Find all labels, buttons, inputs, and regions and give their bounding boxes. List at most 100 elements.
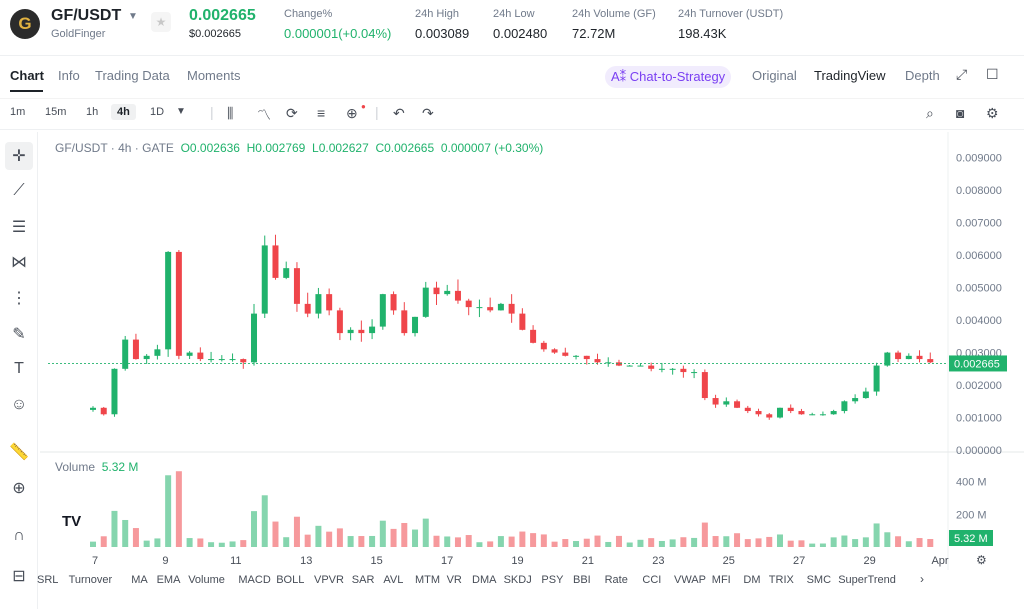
timeframe-4h[interactable]: 4h [111,104,136,120]
candle-body [422,287,429,317]
volume-bar [530,533,537,547]
indicator-bbi[interactable]: BBI [573,574,591,586]
candle-body [755,411,762,415]
volume-bar [444,536,451,547]
candle-body [132,339,139,360]
search-icon[interactable]: ⌕ [926,105,934,121]
indicator-ema[interactable]: EMA [156,574,181,586]
indicator-boll[interactable]: BOLL [276,574,305,586]
candle-type-icon[interactable]: ⫼ [227,105,234,121]
indicator-mfi[interactable]: MFI [711,574,731,586]
volume-bar [540,534,547,547]
candle-body [293,268,300,304]
volume-bar [637,539,644,547]
tab-chart[interactable]: Chart [10,68,44,83]
brush-icon[interactable]: ✎ [12,326,26,343]
volume-bar [422,518,429,547]
indicator-cci[interactable]: CCI [642,574,662,586]
candle-body [583,355,590,360]
candle-body [540,342,547,350]
chat-to-strategy-button[interactable]: A⁑ Chat-to-Strategy [605,66,732,88]
indicator-psy[interactable]: PSY [541,574,564,586]
timeframe-1h[interactable]: 1h [86,106,99,118]
volume-bar [573,541,580,547]
indicator-dma[interactable]: DMA [472,574,497,586]
indicator-avl[interactable]: AVL [383,574,404,586]
tab-trading-data[interactable]: Trading Data [95,68,170,83]
indicator-sar[interactable]: SAR [351,574,375,586]
templates-icon[interactable]: ≡ [317,105,326,121]
indicator-macd[interactable]: MACD [238,574,271,586]
tab-original[interactable]: Original [752,68,797,83]
indicator-supertrend[interactable]: SuperTrend [838,574,896,586]
chevron-right-icon[interactable]: › [920,572,924,586]
ruler-icon[interactable]: 📏 [9,444,29,461]
timeframe-1m[interactable]: 1m [10,106,26,118]
indicator-volume[interactable]: Volume [188,574,225,586]
volume-bar [691,537,698,547]
volume-bar [369,535,376,547]
candle-body [508,303,515,314]
x-tick-label: 17 [441,555,453,567]
stat-24h-volume: 24h Volume (GF) 72.72M [572,8,656,41]
indicator-srl[interactable]: SRL [37,574,59,586]
toolbar-divider: | [210,104,214,120]
add-plus-icon[interactable]: ⊕ [346,105,358,121]
volume-tick-label: 200 M [956,509,987,521]
tab-underline [10,90,43,92]
toolbar-divider: | [375,104,379,120]
star-icon[interactable]: ★ [151,12,171,32]
gear-icon[interactable]: ⚙ [986,105,999,121]
crosshair-icon[interactable]: ✛ [5,142,33,170]
indicator-turnover[interactable]: Turnover [68,574,113,586]
volume-bar [186,538,193,547]
indicator-mtm[interactable]: MTM [415,574,441,586]
volume-bar [412,529,419,547]
candle-body [487,307,494,311]
indicator-skdj[interactable]: SKDJ [503,574,532,586]
indicator-vr[interactable]: VR [446,574,462,586]
volume-legend: Volume 5.32 M [55,460,138,474]
emoji-icon[interactable]: ☺ [10,396,28,413]
indicator-smc[interactable]: SMC [806,574,832,586]
zoom-in-icon[interactable]: ⊕ [12,480,26,497]
tab-depth[interactable]: Depth [905,68,940,83]
redo-icon[interactable]: ↷ [422,105,434,121]
text-icon[interactable]: T [14,360,24,377]
candle-body [852,398,859,402]
price-tick-label: 0.000000 [956,445,1002,457]
axis-settings-icon[interactable]: ⚙ [976,553,987,567]
tab-moments[interactable]: Moments [187,68,241,83]
timeframe-1d[interactable]: 1D [150,106,165,118]
pair-name[interactable]: GF/USDT [51,7,122,24]
lock-drawings-icon[interactable]: ⊟ [12,568,26,585]
indicators-icon[interactable]: 〽 [257,107,271,123]
timeframe-15m[interactable]: 15m [45,106,67,118]
fib-lines-icon[interactable]: ☰ [11,219,27,236]
expand-icon[interactable]: ⤢ [956,66,968,82]
price-chart[interactable]: 0.009000 0.008000 0.007000 0.006000 0.005000… [40,132,1024,570]
indicator-vpvr[interactable]: VPVR [314,574,344,586]
compare-icon[interactable]: ⟳ [286,105,298,121]
pattern-icon[interactable]: ⋈ [11,254,27,271]
indicator-trix[interactable]: TRIX [768,574,794,586]
chevron-down-icon[interactable]: ▼ [128,11,138,22]
tab-tradingview[interactable]: TradingView [814,68,886,83]
indicator-ma[interactable]: MA [131,574,148,586]
magnet-icon[interactable]: ∩ [13,527,25,544]
indicator-dm[interactable]: DM [743,574,761,586]
volume-bar [390,528,397,547]
projection-icon[interactable]: ⋮ [11,290,27,307]
tab-info[interactable]: Info [58,68,80,83]
indicator-vwap[interactable]: VWAP [674,574,706,586]
volume-bar [809,543,816,547]
undo-icon[interactable]: ↶ [393,105,405,121]
volume-bar [154,538,161,547]
stat-24h-high: 24h High 0.003089 [415,8,469,41]
last-price-tag-label: 0.002665 [954,358,1000,370]
window-icon[interactable]: ☐ [986,66,999,82]
indicator-rate[interactable]: Rate [604,574,628,586]
chevron-down-icon[interactable]: ▼ [176,106,186,117]
trend-line-icon[interactable]: ⟋ [13,182,25,199]
camera-icon[interactable]: ◙ [956,105,965,121]
